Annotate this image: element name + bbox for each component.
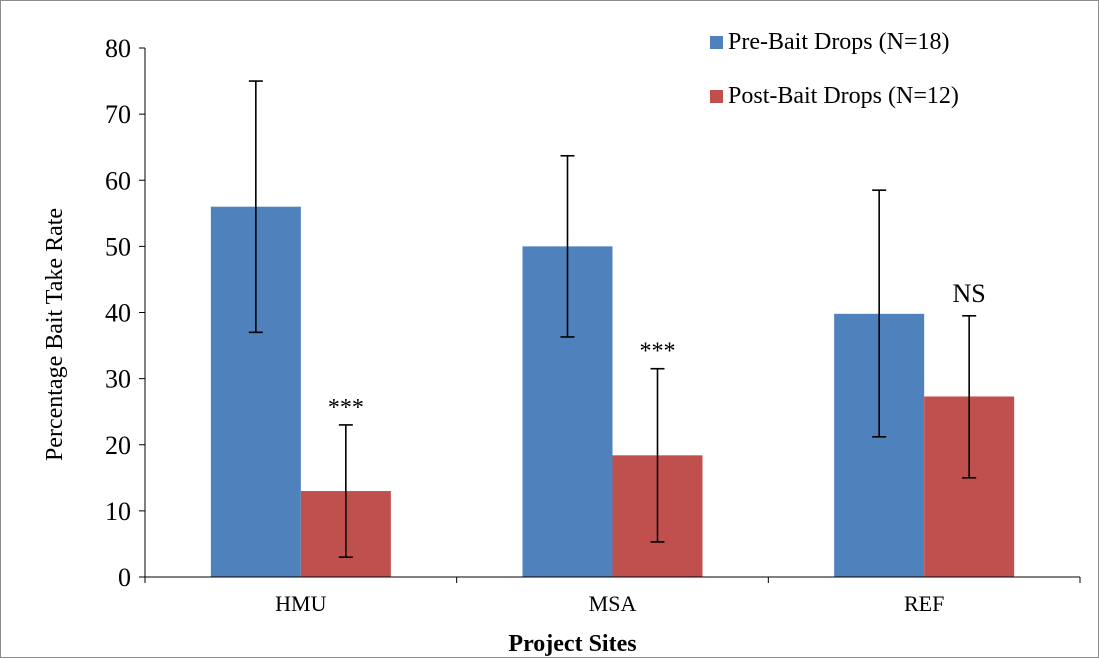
significance-label: *** xyxy=(328,395,364,421)
legend-label: Post-Bait Drops (N=12) xyxy=(728,83,959,109)
y-tick-label: 30 xyxy=(105,365,131,394)
significance-label: *** xyxy=(640,339,676,365)
y-tick-label: 80 xyxy=(105,34,131,63)
y-ticks: 0 10 20 30 40 50 60 70 80 xyxy=(105,34,145,592)
x-tick-label: REF xyxy=(904,591,944,616)
y-axis-title: Percentage Bait Take Rate xyxy=(42,208,68,461)
x-axis-title: Project Sites xyxy=(508,631,636,657)
legend-swatch xyxy=(710,90,723,103)
y-tick-label: 70 xyxy=(105,100,131,129)
bars-layer xyxy=(210,206,1015,577)
x-ticks: HMU MSA REF xyxy=(144,577,1081,616)
legend-swatch xyxy=(710,36,723,49)
legend-label: Pre-Bait Drops (N=18) xyxy=(728,29,950,55)
x-tick-label: HMU xyxy=(275,591,326,616)
error-bars-layer xyxy=(248,80,977,558)
y-tick-label: 50 xyxy=(105,232,131,261)
significance-label: NS xyxy=(953,279,986,308)
y-tick-label: 10 xyxy=(105,497,131,526)
y-tick-label: 60 xyxy=(105,166,131,195)
y-tick-label: 20 xyxy=(105,431,131,460)
y-tick-label: 40 xyxy=(105,299,131,328)
legend: Pre-Bait Drops (N=18) Post-Bait Drops (N=… xyxy=(710,29,959,109)
x-tick-label: MSA xyxy=(589,591,637,616)
y-tick-label: 0 xyxy=(118,563,131,592)
annotations-layer: *** *** NS xyxy=(328,279,986,421)
